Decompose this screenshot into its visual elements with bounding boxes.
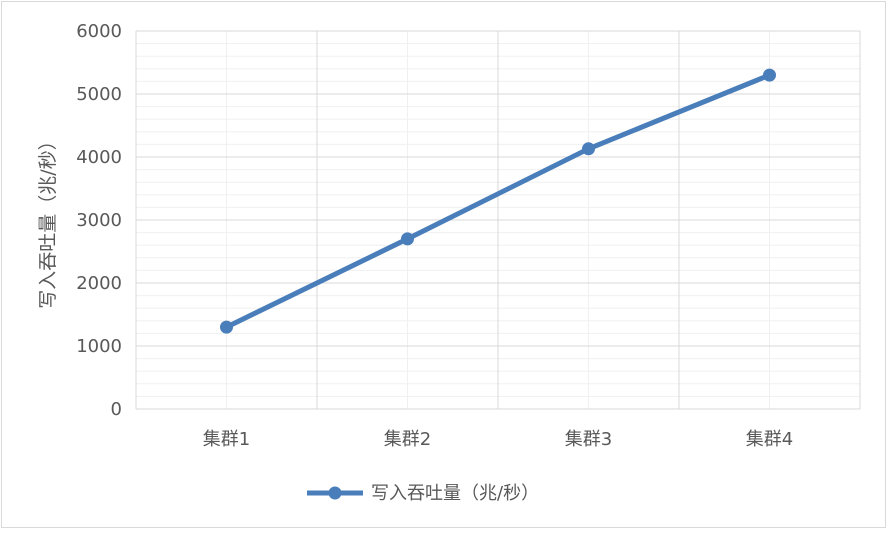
major-gridlines [135,30,861,410]
data-point-marker [582,142,595,156]
y-tick-label: 2000 [76,273,122,294]
data-point-marker [401,232,414,246]
data-point-marker [220,320,233,334]
x-tick-label: 集群3 [565,429,612,450]
y-tick-label: 3000 [76,210,122,231]
y-axis-tick-labels: 0 1000 2000 3000 4000 5000 6000 [76,21,122,420]
y-tick-label: 4000 [76,147,122,168]
data-point-marker [763,68,776,82]
series-layer [220,68,776,334]
x-tick-label: 集群4 [746,429,793,450]
y-tick-label: 0 [111,399,122,420]
y-axis-title: 写入吞吐量（兆/秒） [37,131,59,308]
legend-swatch-marker [328,486,342,500]
y-tick-label: 6000 [76,21,122,42]
y-tick-label: 1000 [76,336,122,357]
legend-label: 写入吞吐量（兆/秒） [371,483,539,504]
x-tick-label: 集群1 [203,429,250,450]
x-tick-label: 集群2 [384,429,431,450]
y-tick-label: 5000 [76,84,122,105]
legend[interactable]: 写入吞吐量（兆/秒） [307,483,539,504]
x-axis-tick-labels: 集群1 集群2 集群3 集群4 [203,429,793,450]
series-line [224,72,772,330]
